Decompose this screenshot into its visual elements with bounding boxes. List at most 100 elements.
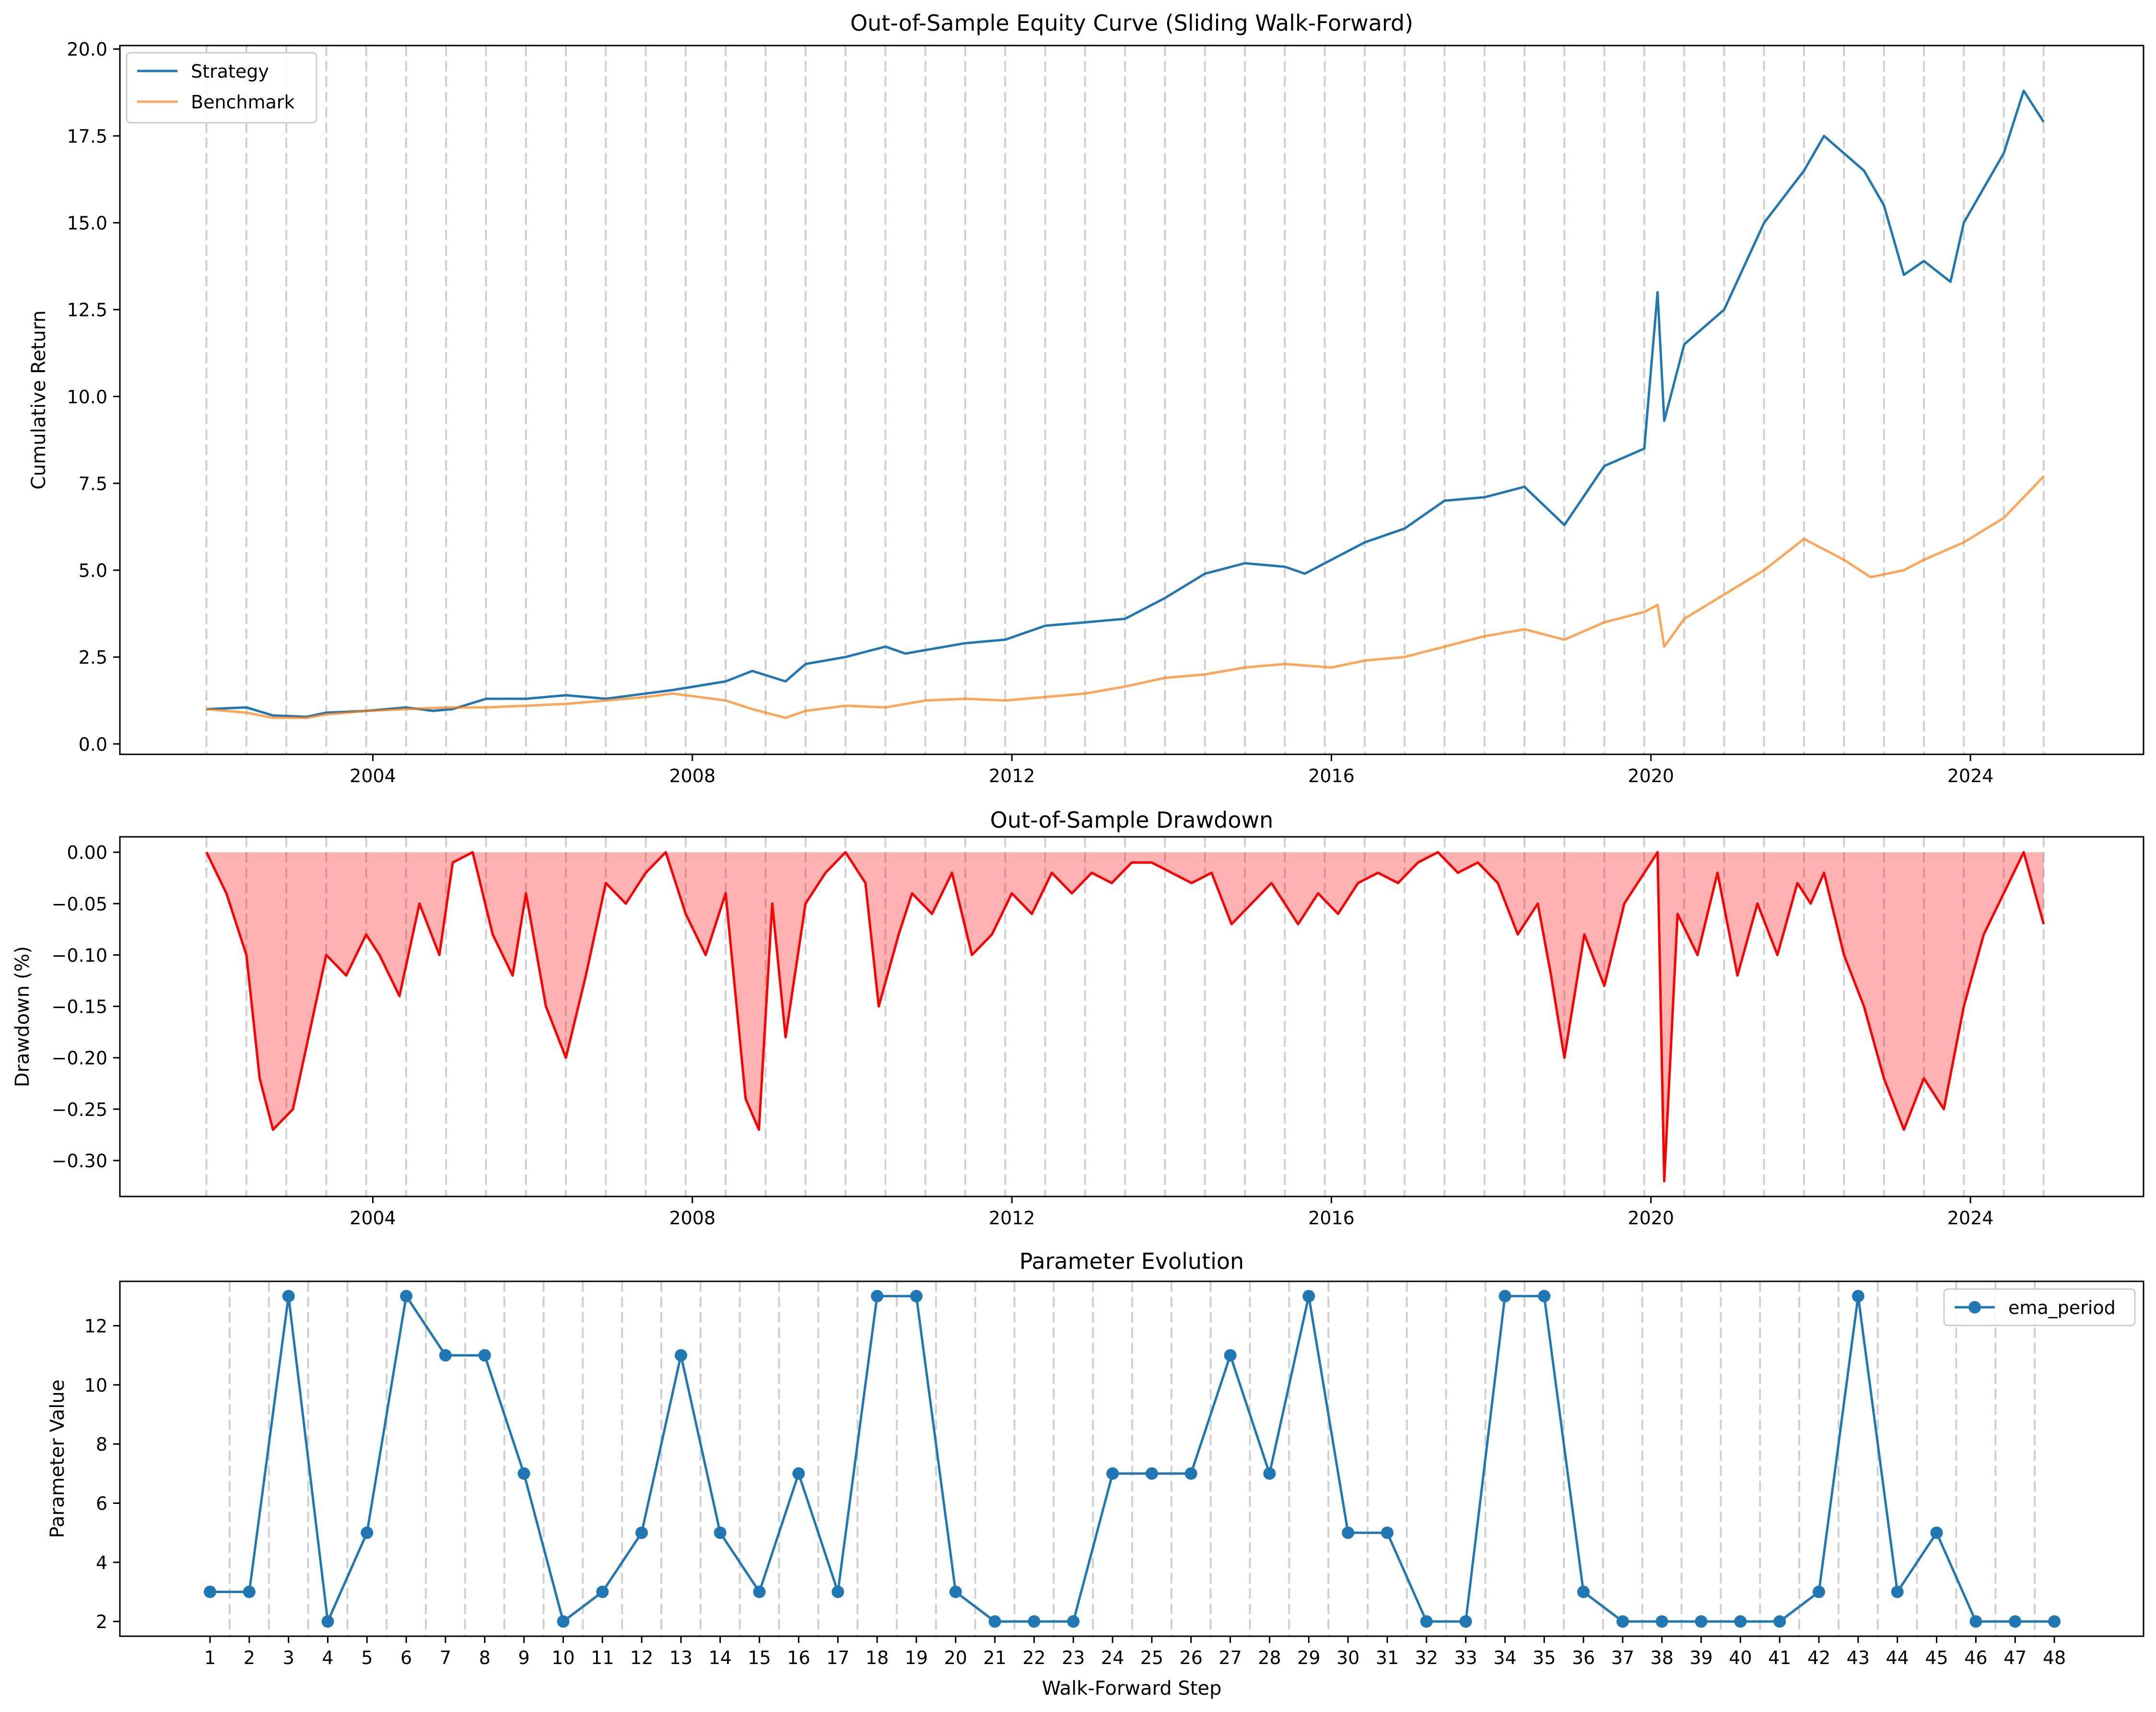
ema-period-marker xyxy=(910,1290,923,1302)
x-tick-label: 8 xyxy=(479,1647,491,1668)
ema-period-marker xyxy=(832,1585,844,1598)
y-tick-label: 7.5 xyxy=(79,473,107,494)
x-tick-label: 45 xyxy=(1925,1647,1948,1668)
x-tick-label: 23 xyxy=(1062,1647,1085,1668)
ema-period-marker xyxy=(557,1615,570,1628)
y-tick-label: 6 xyxy=(96,1493,107,1514)
ema-period-marker xyxy=(1851,1290,1864,1302)
ema-period-marker xyxy=(1342,1526,1355,1539)
ema-period-marker xyxy=(1930,1526,1943,1539)
series-line-benchmark xyxy=(206,475,2045,719)
x-tick-label: 2016 xyxy=(1308,1208,1355,1229)
ema-period-marker xyxy=(204,1585,216,1598)
x-tick-label: 17 xyxy=(826,1647,849,1668)
y-tick-label: 8 xyxy=(96,1434,107,1455)
ema-period-marker xyxy=(1420,1615,1433,1628)
drawdown-axes-frame xyxy=(119,836,2144,1197)
ema-period-marker xyxy=(635,1526,648,1539)
y-tick-label: 12 xyxy=(84,1316,107,1337)
x-tick-label: 48 xyxy=(2043,1647,2066,1668)
x-tick-label: 38 xyxy=(1651,1647,1674,1668)
parameter-chart-title: Parameter Evolution xyxy=(1019,1248,1244,1274)
x-tick-label: 13 xyxy=(669,1647,692,1668)
ema-period-marker xyxy=(753,1585,766,1598)
parameter-axes-frame xyxy=(119,1280,2144,1637)
ema-period-marker xyxy=(675,1349,687,1362)
ema-period-marker xyxy=(792,1467,805,1480)
x-tick-label: 18 xyxy=(866,1647,889,1668)
ema-period-marker xyxy=(1695,1615,1708,1628)
x-tick-label: 27 xyxy=(1219,1647,1242,1668)
x-tick-label: 9 xyxy=(518,1647,530,1668)
equity-legend: Strategy Benchmark xyxy=(126,52,317,124)
ema-period-marker xyxy=(1067,1615,1080,1628)
x-tick-label: 26 xyxy=(1180,1647,1203,1668)
ema-period-marker xyxy=(1381,1526,1394,1539)
ema-period-marker xyxy=(1145,1467,1158,1480)
ema-period-marker xyxy=(400,1290,413,1302)
ema-period-marker xyxy=(1538,1290,1551,1302)
equity-curve-panel: 2004 2008 2012 2016 2020 2024 0.0 2.5 5.0 7.5 10.… xyxy=(28,10,2144,786)
equity-y-axis-label: Cumulative Return xyxy=(28,310,50,490)
x-tick-label: 2008 xyxy=(669,765,715,786)
ema-period-marker xyxy=(321,1615,334,1628)
y-tick-label: 12.5 xyxy=(67,300,107,321)
x-tick-label: 44 xyxy=(1886,1647,1909,1668)
ema-period-marker xyxy=(596,1585,609,1598)
ema-period-marker xyxy=(478,1349,491,1362)
x-tick-label: 35 xyxy=(1533,1647,1556,1668)
x-tick-label: 32 xyxy=(1415,1647,1438,1668)
ema-period-marker xyxy=(517,1467,530,1480)
x-tick-label: 34 xyxy=(1493,1647,1516,1668)
x-tick-label: 25 xyxy=(1140,1647,1163,1668)
x-tick-label: 42 xyxy=(1807,1647,1830,1668)
ema-period-marker xyxy=(1577,1585,1590,1598)
legend-label-benchmark: Benchmark xyxy=(191,92,294,113)
series-line-strategy xyxy=(206,89,2045,718)
ema-period-marker xyxy=(988,1615,1001,1628)
ema-period-marker xyxy=(282,1290,295,1302)
y-tick-label: 10.0 xyxy=(67,387,107,408)
y-tick-label: −0.10 xyxy=(52,945,107,966)
x-tick-label: 33 xyxy=(1454,1647,1477,1668)
y-tick-label: 5.0 xyxy=(79,560,107,581)
ema-period-marker xyxy=(949,1585,962,1598)
y-tick-label: −0.15 xyxy=(52,997,107,1018)
x-tick-label: 10 xyxy=(551,1647,574,1668)
x-tick-label: 2024 xyxy=(1947,765,1994,786)
x-tick-label: 12 xyxy=(630,1647,653,1668)
parameter-legend: ema_period xyxy=(1943,1288,2136,1326)
ema-period-marker xyxy=(1969,1615,1982,1628)
x-tick-label: 2016 xyxy=(1308,765,1355,786)
x-tick-label: 11 xyxy=(591,1647,614,1668)
x-tick-label: 5 xyxy=(361,1647,373,1668)
ema-period-marker xyxy=(2009,1615,2022,1628)
x-tick-label: 19 xyxy=(905,1647,928,1668)
y-tick-label: 2.5 xyxy=(79,647,107,668)
x-tick-label: 29 xyxy=(1297,1647,1320,1668)
parameter-legend-frame xyxy=(1943,1288,2136,1326)
y-tick-label: 10 xyxy=(84,1375,107,1396)
x-tick-label: 31 xyxy=(1376,1647,1399,1668)
drawdown-panel: 2004 2008 2012 2016 2020 2024 0.00 −0.05 −0.10 −… xyxy=(12,807,2144,1229)
x-tick-label: 14 xyxy=(709,1647,732,1668)
ema-period-marker xyxy=(361,1526,374,1539)
ema-period-marker xyxy=(1459,1615,1472,1628)
x-tick-label: 16 xyxy=(787,1647,810,1668)
ema-period-marker xyxy=(1106,1467,1119,1480)
x-tick-label: 37 xyxy=(1611,1647,1634,1668)
x-tick-label: 24 xyxy=(1101,1647,1124,1668)
x-tick-label: 2004 xyxy=(350,1208,396,1229)
x-tick-label: 2020 xyxy=(1628,765,1674,786)
y-tick-label: 0.0 xyxy=(79,734,107,755)
y-tick-label: 4 xyxy=(96,1552,107,1573)
ema-period-marker xyxy=(1616,1615,1629,1628)
y-tick-label: −0.05 xyxy=(52,893,107,915)
drawdown-y-axis-label: Drawdown (%) xyxy=(12,946,34,1087)
x-tick-label: 30 xyxy=(1336,1647,1359,1668)
ema-period-marker xyxy=(1655,1615,1668,1628)
equity-axes-frame xyxy=(119,45,2144,755)
ema-period-marker xyxy=(1302,1290,1315,1302)
